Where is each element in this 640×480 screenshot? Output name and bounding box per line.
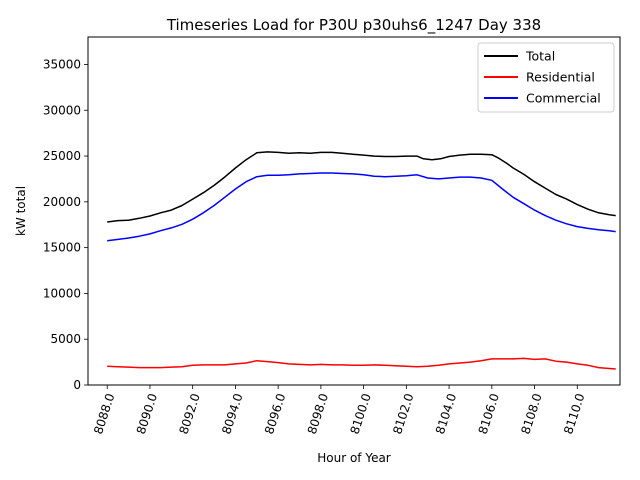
y-tick-label: 20000 <box>43 195 81 209</box>
y-tick-label: 15000 <box>43 241 81 255</box>
legend-label-commercial: Commercial <box>526 91 601 106</box>
y-tick-label: 5000 <box>50 332 81 346</box>
series-line-residential <box>107 357 616 370</box>
y-tick-label: 35000 <box>43 57 81 71</box>
plot-frame <box>87 36 621 386</box>
chart-title: Timeseries Load for P30U p30uhs6_1247 Da… <box>166 16 541 35</box>
legend-label-total: Total <box>525 49 555 64</box>
y-tick-label: 30000 <box>43 103 81 117</box>
legend-box <box>477 42 615 113</box>
y-tick-label: 25000 <box>43 149 81 163</box>
y-tick-label: 10000 <box>43 286 81 300</box>
legend: Total Residential Commercial <box>477 42 615 113</box>
y-axis-label: kW total <box>14 186 28 236</box>
series-line-total <box>107 151 616 223</box>
y-tick-label: 0 <box>73 378 81 392</box>
x-axis-label: Hour of Year <box>317 451 391 465</box>
series-line-commercial <box>107 172 616 242</box>
legend-label-residential: Residential <box>526 70 595 85</box>
series-layer <box>107 151 616 370</box>
y-axis-ticks: 0 5000 10000 15000 20000 25000 30000 35000 <box>43 57 88 392</box>
